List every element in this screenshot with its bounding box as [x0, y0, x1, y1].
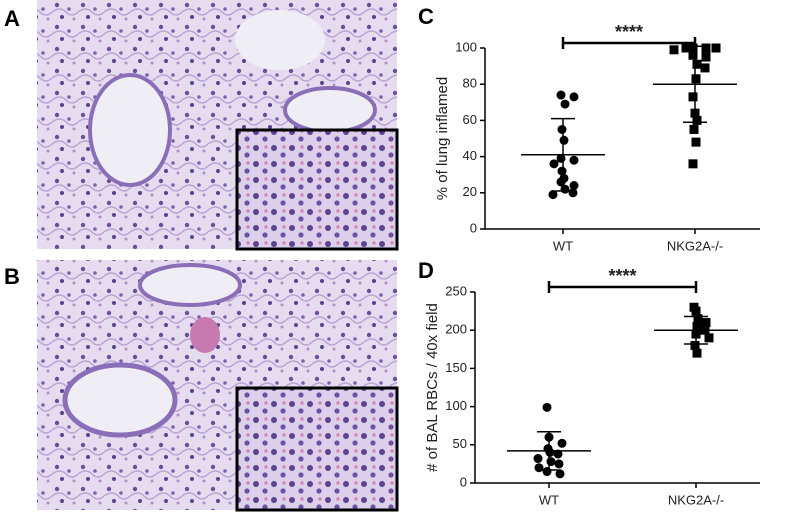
y-tick-label: 0: [460, 474, 467, 489]
data-point: [549, 159, 559, 169]
significance-label: ****: [615, 22, 643, 42]
data-point: [560, 99, 570, 109]
data-point: [534, 463, 544, 473]
y-tick-label: 250: [445, 283, 467, 298]
data-point: [557, 438, 567, 448]
data-point: [711, 43, 721, 53]
data-point: [542, 402, 552, 412]
data-point: [688, 159, 698, 169]
panel-label: A: [4, 6, 20, 31]
data-point: [691, 306, 701, 316]
y-tick-label: 200: [445, 322, 467, 337]
data-point: [701, 52, 711, 62]
data-point: [548, 190, 558, 200]
y-axis-label: # of BAL RBCs / 40x field: [424, 303, 441, 472]
data-point: [692, 348, 702, 358]
y-tick-label: 20: [463, 184, 477, 199]
data-point: [701, 43, 711, 53]
data-point: [692, 321, 702, 331]
panel-label: B: [4, 264, 20, 289]
data-point: [546, 457, 556, 467]
data-point: [700, 63, 710, 73]
y-tick-label: 0: [470, 220, 477, 235]
y-tick-label: 100: [455, 39, 477, 54]
x-tick-label: WT: [553, 238, 573, 253]
data-point: [688, 92, 698, 102]
data-point: [693, 314, 703, 324]
x-tick-label: WT: [539, 492, 559, 507]
y-tick-label: 100: [445, 398, 467, 413]
data-point: [553, 449, 563, 459]
data-point: [557, 124, 567, 134]
data-point: [690, 340, 700, 350]
data-point: [555, 469, 565, 479]
data-point: [691, 137, 701, 147]
significance-label: ****: [608, 266, 636, 286]
data-point: [569, 92, 579, 102]
data-point: [704, 333, 714, 343]
y-tick-label: 40: [463, 148, 477, 163]
data-point: [569, 155, 579, 165]
data-point: [556, 90, 566, 100]
data-point: [559, 135, 569, 145]
x-tick-label: NKG2A-/-: [668, 492, 724, 507]
histology-b: [37, 260, 399, 512]
data-point: [669, 45, 679, 55]
data-point: [701, 318, 711, 328]
data-point: [688, 43, 698, 53]
data-point: [692, 59, 702, 69]
y-tick-label: 50: [453, 436, 467, 451]
panel-label: D: [418, 258, 434, 283]
data-point: [560, 184, 570, 194]
data-point: [691, 74, 701, 84]
data-point: [545, 447, 555, 457]
data-point: [568, 188, 578, 198]
data-point: [692, 115, 702, 125]
data-point: [689, 124, 699, 134]
data-point: [557, 166, 567, 176]
data-point: [688, 50, 698, 60]
y-axis-label: % of lung inflamed: [434, 77, 451, 200]
y-tick-label: 80: [463, 76, 477, 91]
y-tick-label: 150: [445, 360, 467, 375]
data-point: [569, 181, 579, 191]
histology-a: [37, 0, 399, 251]
data-point: [681, 43, 691, 53]
panel-label: C: [418, 4, 434, 29]
data-point: [542, 467, 552, 477]
y-tick-label: 60: [463, 112, 477, 127]
data-point: [533, 454, 543, 464]
data-point: [554, 459, 564, 469]
x-tick-label: NKG2A-/-: [667, 238, 723, 253]
